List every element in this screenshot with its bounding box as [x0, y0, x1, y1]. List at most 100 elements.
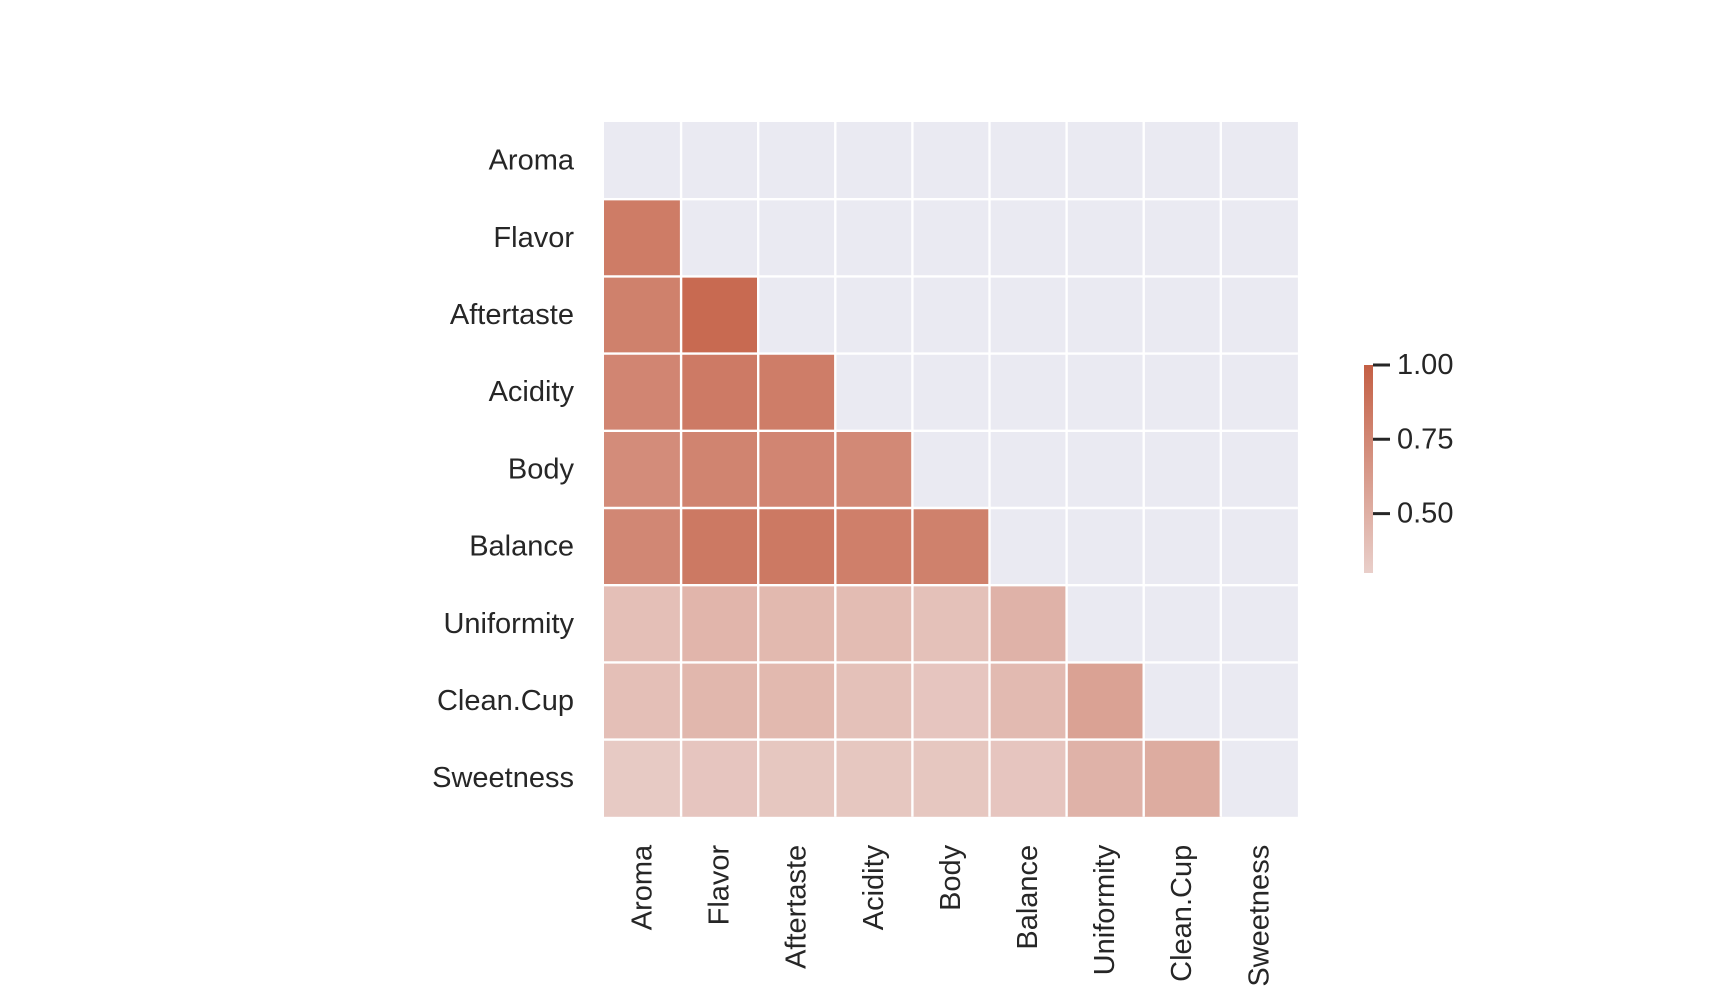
cell-grid-lines [604, 122, 1298, 817]
heatmap-cell-clean-cup-sweetness [1220, 662, 1298, 740]
heatmap-cell-aroma-aftertaste [758, 122, 836, 200]
heatmap-cell-aftertaste-uniformity [1066, 276, 1144, 354]
heatmap-cell-aroma-balance [989, 122, 1067, 200]
heatmap-cell-uniformity-body [912, 585, 990, 663]
heatmap-cell-aftertaste-acidity [835, 276, 913, 354]
heatmap-cell-aroma-aroma [604, 122, 682, 200]
heatmap-cell-uniformity-uniformity [1066, 585, 1144, 663]
heatmap-cell-uniformity-sweetness [1220, 585, 1298, 663]
heatmap-cell-acidity-aftertaste [758, 353, 836, 431]
heatmap-cell-clean-cup-body [912, 662, 990, 740]
heatmap-cell-acidity-flavor [681, 353, 759, 431]
heatmap-cell-balance-uniformity [1066, 508, 1144, 586]
x-tick-label-body: Body [935, 844, 967, 911]
heatmap-cell-acidity-acidity [835, 353, 913, 431]
heatmap-cell-balance-balance [989, 508, 1067, 586]
heatmap-cell-flavor-body [912, 199, 990, 277]
heatmap-cell-flavor-balance [989, 199, 1067, 277]
heatmap-cell-sweetness-uniformity [1066, 739, 1144, 817]
heatmap-cell-clean-cup-flavor [681, 662, 759, 740]
x-tick-label-uniformity: Uniformity [1089, 844, 1121, 975]
heatmap-cell-balance-aroma [604, 508, 682, 586]
x-tick-label-flavor: Flavor [704, 844, 736, 925]
y-tick-label-balance: Balance [469, 531, 574, 563]
heatmap-cells [604, 122, 1298, 817]
colorbar-gradient [1364, 365, 1373, 573]
heatmap-cell-clean-cup-clean-cup [1143, 662, 1221, 740]
heatmap-cell-acidity-balance [989, 353, 1067, 431]
y-tick-label-aroma: Aroma [489, 145, 575, 177]
y-tick-label-flavor: Flavor [493, 222, 574, 254]
heatmap-cell-aftertaste-aftertaste [758, 276, 836, 354]
heatmap-cell-aftertaste-flavor [681, 276, 759, 354]
heatmap-cell-sweetness-flavor [681, 739, 759, 817]
heatmap-cell-sweetness-clean-cup [1143, 739, 1221, 817]
heatmap-cell-flavor-flavor [681, 199, 759, 277]
heatmap-cell-acidity-aroma [604, 353, 682, 431]
heatmap-cell-sweetness-acidity [835, 739, 913, 817]
heatmap-cell-aroma-body [912, 122, 990, 200]
x-tick-labels: Aroma Flavor Aftertaste Acidity Body Balance U… [627, 844, 1276, 987]
heatmap-cell-body-aftertaste [758, 430, 836, 508]
heatmap-cell-flavor-clean-cup [1143, 199, 1221, 277]
heatmap-cell-acidity-uniformity [1066, 353, 1144, 431]
x-tick-label-clean-cup: Clean.Cup [1166, 845, 1198, 982]
heatmap-cell-aftertaste-sweetness [1220, 276, 1298, 354]
heatmap-cell-body-body [912, 430, 990, 508]
heatmap-cell-balance-body [912, 508, 990, 586]
heatmap-cell-acidity-sweetness [1220, 353, 1298, 431]
heatmap-cell-body-acidity [835, 430, 913, 508]
y-tick-label-uniformity: Uniformity [443, 608, 574, 640]
heatmap-cell-acidity-clean-cup [1143, 353, 1221, 431]
x-tick-label-sweetness: Sweetness [1243, 845, 1275, 987]
heatmap-cell-uniformity-acidity [835, 585, 913, 663]
heatmap-cell-body-aroma [604, 430, 682, 508]
heatmap-cell-flavor-uniformity [1066, 199, 1144, 277]
heatmap-cell-flavor-sweetness [1220, 199, 1298, 277]
heatmap-cell-sweetness-balance [989, 739, 1067, 817]
heatmap-cell-clean-cup-aftertaste [758, 662, 836, 740]
heatmap-cell-aftertaste-clean-cup [1143, 276, 1221, 354]
heatmap-cell-flavor-aroma [604, 199, 682, 277]
heatmap-cell-balance-aftertaste [758, 508, 836, 586]
heatmap-cell-aftertaste-body [912, 276, 990, 354]
heatmap-cell-body-sweetness [1220, 430, 1298, 508]
heatmap-cell-sweetness-aroma [604, 739, 682, 817]
heatmap-cell-aroma-uniformity [1066, 122, 1144, 200]
y-tick-label-body: Body [508, 453, 575, 485]
heatmap-cell-uniformity-clean-cup [1143, 585, 1221, 663]
y-tick-label-sweetness: Sweetness [432, 762, 574, 794]
heatmap-cell-aftertaste-balance [989, 276, 1067, 354]
heatmap-cell-flavor-aftertaste [758, 199, 836, 277]
heatmap-cell-uniformity-flavor [681, 585, 759, 663]
y-tick-label-acidity: Acidity [489, 376, 575, 408]
heatmap-cell-body-balance [989, 430, 1067, 508]
heatmap-cell-body-clean-cup [1143, 430, 1221, 508]
x-tick-label-aftertaste: Aftertaste [781, 845, 813, 969]
x-tick-label-acidity: Acidity [858, 844, 890, 930]
heatmap-cell-uniformity-aroma [604, 585, 682, 663]
colorbar-tick-label: 0.75 [1397, 423, 1453, 455]
heatmap-cell-body-uniformity [1066, 430, 1144, 508]
heatmap-cell-aroma-clean-cup [1143, 122, 1221, 200]
y-tick-label-aftertaste: Aftertaste [450, 299, 574, 331]
colorbar-tick-label: 0.50 [1397, 498, 1453, 530]
heatmap-cell-balance-flavor [681, 508, 759, 586]
heatmap-cell-clean-cup-uniformity [1066, 662, 1144, 740]
heatmap-cell-clean-cup-aroma [604, 662, 682, 740]
heatmap-cell-aroma-acidity [835, 122, 913, 200]
heatmap-cell-balance-acidity [835, 508, 913, 586]
heatmap-cell-sweetness-sweetness [1220, 739, 1298, 817]
x-tick-label-balance: Balance [1012, 845, 1044, 950]
colorbar: 1.00 0.75 0.50 [1364, 349, 1453, 573]
x-tick-label-aroma: Aroma [627, 844, 659, 930]
heatmap-cell-uniformity-balance [989, 585, 1067, 663]
heatmap-cell-flavor-acidity [835, 199, 913, 277]
colorbar-tick-label: 1.00 [1397, 349, 1453, 381]
heatmap-cell-clean-cup-acidity [835, 662, 913, 740]
heatmap-cell-sweetness-aftertaste [758, 739, 836, 817]
colorbar-ticks: 1.00 0.75 0.50 [1373, 349, 1453, 530]
heatmap-cell-aroma-flavor [681, 122, 759, 200]
heatmap-cell-balance-sweetness [1220, 508, 1298, 586]
